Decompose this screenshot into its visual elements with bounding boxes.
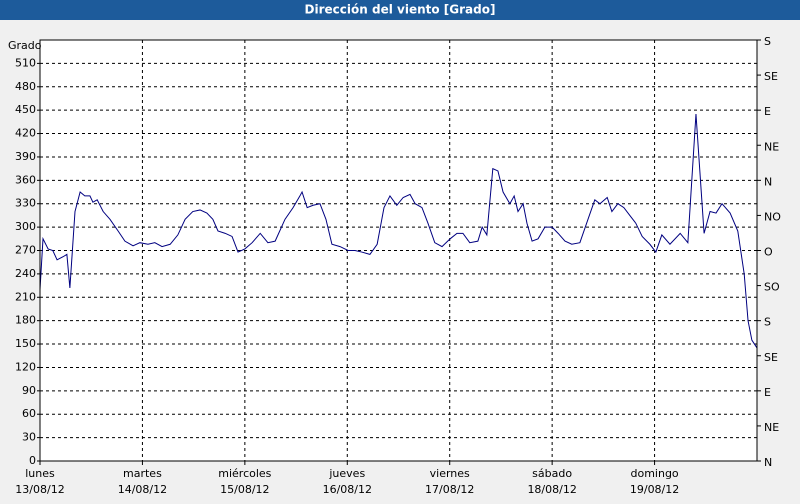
y2-tick-label: O bbox=[764, 246, 773, 259]
x-tick-label: 15/08/12 bbox=[220, 483, 269, 496]
y2-tick-label: SE bbox=[764, 351, 778, 364]
y2-tick-label: NE bbox=[764, 140, 779, 153]
y2-tick-label: S bbox=[764, 316, 771, 329]
data-line bbox=[39, 114, 758, 349]
y-tick-label: 330 bbox=[15, 197, 36, 210]
plot-layer bbox=[37, 39, 761, 465]
plot-border bbox=[39, 39, 758, 462]
y-tick-label: 120 bbox=[15, 360, 36, 373]
x-tick-label: 13/08/12 bbox=[15, 483, 64, 496]
x-tick-label: martes bbox=[123, 467, 162, 480]
y2-tick-label: E bbox=[764, 105, 771, 118]
y2-tick-label: N bbox=[764, 175, 772, 188]
y2-tick-label: NE bbox=[764, 421, 779, 434]
y2-tick-label: S bbox=[764, 35, 771, 48]
y-tick-label: 240 bbox=[15, 267, 36, 280]
y-tick-label: 270 bbox=[15, 244, 36, 257]
y-tick-label: 0 bbox=[29, 454, 36, 467]
x-tick-label: 14/08/12 bbox=[118, 483, 167, 496]
y2-tick-label: NO bbox=[764, 210, 781, 223]
y-tick-label: 510 bbox=[15, 56, 36, 69]
x-tick-label: 19/08/12 bbox=[630, 483, 679, 496]
x-tick-label: miércoles bbox=[218, 467, 271, 480]
x-tick-label: lunes bbox=[25, 467, 55, 480]
x-tick-label: 16/08/12 bbox=[323, 483, 372, 496]
y2-tick-label: N bbox=[764, 456, 772, 469]
x-tick-label: domingo bbox=[630, 467, 678, 480]
y2-tick-label: SO bbox=[764, 281, 780, 294]
x-tick-label: jueves bbox=[328, 467, 365, 480]
y-tick-label: 150 bbox=[15, 337, 36, 350]
y-tick-label: 390 bbox=[15, 150, 36, 163]
x-tick-label: sábado bbox=[532, 467, 572, 480]
y-tick-label: 30 bbox=[22, 431, 36, 444]
y-axis-label: Grado bbox=[8, 39, 42, 52]
chart-title: Dirección del viento [Grado] bbox=[305, 3, 496, 17]
y-tick-label: 60 bbox=[22, 407, 36, 420]
y-tick-label: 480 bbox=[15, 80, 36, 93]
plot-area bbox=[40, 40, 757, 461]
y2-tick-label: SE bbox=[764, 70, 778, 83]
y-tick-label: 180 bbox=[15, 314, 36, 327]
y-tick-label: 450 bbox=[15, 103, 36, 116]
y-tick-label: 300 bbox=[15, 220, 36, 233]
y-tick-label: 420 bbox=[15, 127, 36, 140]
x-tick-label: viernes bbox=[430, 467, 470, 480]
x-tick-label: 18/08/12 bbox=[527, 483, 576, 496]
x-tick-label: 17/08/12 bbox=[425, 483, 474, 496]
title-bar bbox=[0, 0, 800, 20]
y-tick-label: 90 bbox=[22, 384, 36, 397]
y-tick-label: 210 bbox=[15, 290, 36, 303]
y2-tick-label: E bbox=[764, 386, 771, 399]
y-tick-label: 360 bbox=[15, 173, 36, 186]
